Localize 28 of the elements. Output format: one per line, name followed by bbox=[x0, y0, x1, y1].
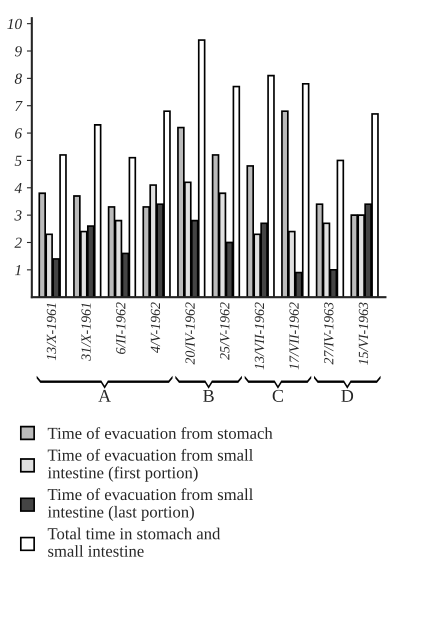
y-tick-label: 7 bbox=[15, 101, 23, 112]
x-tick-label: 17/VII-1962 bbox=[289, 302, 299, 370]
y-tick-label: 2 bbox=[14, 238, 22, 248]
x-tick-label: 20/IV-1962 bbox=[185, 302, 195, 365]
y-tick-label: 10 bbox=[7, 18, 22, 30]
x-tick-label: 25/V-1962 bbox=[220, 302, 230, 360]
y-tick-label: 3 bbox=[14, 210, 22, 221]
y-tick-label: 5 bbox=[14, 156, 22, 166]
legend-label: Time of evacuation from small intestine (first portion) bbox=[48, 448, 253, 482]
x-tick-label: 6/II-1962 bbox=[116, 302, 126, 354]
text: C bbox=[272, 390, 283, 402]
x-tick-label: 13/VII-1962 bbox=[254, 302, 264, 370]
legend-label: Total time in stomach and small intestine bbox=[48, 528, 220, 557]
y-tick-label: 8 bbox=[14, 74, 22, 84]
text: B bbox=[203, 390, 214, 402]
x-tick-label: 15/VI-1963 bbox=[358, 302, 368, 365]
x-tick-label: 4/V-1962 bbox=[150, 302, 160, 353]
y-tick-label: 4 bbox=[14, 183, 22, 194]
y-tick-label: 9 bbox=[14, 46, 22, 56]
y-tick-label: 6 bbox=[15, 128, 22, 139]
legend-label: Time of evacuation from small intestine (last portion) bbox=[48, 488, 253, 521]
legend-label: Time of evacuation from stomach bbox=[48, 427, 273, 439]
x-tick-label: 27/IV-1963 bbox=[324, 302, 334, 365]
text: D bbox=[341, 390, 354, 402]
x-tick-label: 31/X-1961 bbox=[81, 304, 91, 361]
text: A bbox=[98, 390, 112, 402]
x-tick-label: 13/X-1961 bbox=[46, 304, 56, 360]
y-tick-label: 1 bbox=[15, 265, 20, 276]
